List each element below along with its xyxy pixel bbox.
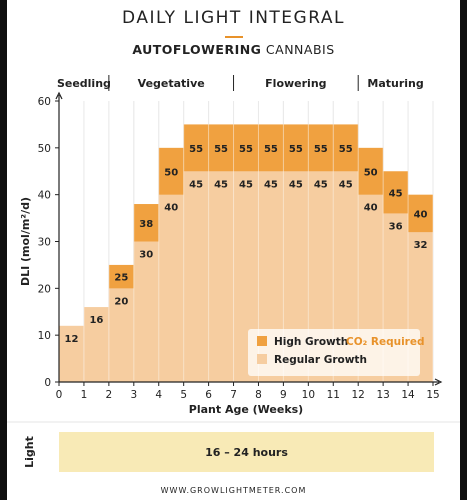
page-subtitle: AUTOFLOWERING CANNABIS (7, 42, 460, 57)
x-tick-label: 8 (255, 389, 262, 401)
data-label-regular: 45 (339, 179, 353, 190)
light-value: 16 – 24 hours (205, 446, 288, 459)
bar-regular-growth (83, 307, 109, 382)
subtitle-bold: AUTOFLOWERING (132, 42, 262, 57)
data-label-high: 25 (114, 273, 128, 284)
legend-swatch-high (257, 336, 267, 346)
x-tick-label: 7 (230, 389, 237, 401)
data-label-regular: 45 (214, 179, 228, 190)
data-label-regular: 45 (239, 179, 253, 190)
stage-label: Maturing (367, 77, 423, 90)
data-label-regular: 40 (364, 203, 378, 214)
y-axis-arrow (55, 91, 63, 100)
y-axis-title: DLI (mol/m²/d) (19, 197, 32, 286)
bar-regular-growth (133, 241, 159, 382)
bar-regular-growth (183, 171, 209, 382)
data-label-high: 55 (189, 144, 203, 155)
data-label-regular: 32 (414, 240, 428, 251)
x-tick-label: 10 (302, 389, 315, 401)
data-label-high: 55 (314, 144, 328, 155)
data-label-regular: 20 (114, 296, 128, 307)
x-tick-label: 1 (81, 389, 88, 401)
data-label-high: 55 (339, 144, 353, 155)
x-tick-label: 3 (130, 389, 137, 401)
infographic-card: DAILY LIGHT INTEGRAL AUTOFLOWERING CANNA… (7, 0, 460, 500)
y-tick-label: 60 (38, 96, 51, 108)
x-tick-label: 9 (280, 389, 287, 401)
y-tick-label: 0 (44, 377, 51, 389)
title-accent-rule (225, 36, 243, 38)
stage-label: Seedling (57, 77, 111, 90)
data-label-regular: 45 (189, 179, 203, 190)
legend-swatch-regular (257, 354, 267, 364)
subtitle-rest: CANNABIS (261, 42, 335, 57)
x-tick-label: 4 (155, 389, 162, 401)
data-label-high: 50 (164, 167, 178, 178)
data-label-high: 55 (264, 144, 278, 155)
data-label-regular: 45 (289, 179, 303, 190)
data-label-high: 40 (414, 209, 428, 220)
data-label-regular: 16 (89, 315, 103, 326)
y-tick-label: 40 (38, 190, 51, 202)
y-tick-label: 50 (38, 143, 51, 155)
bar-regular-growth (158, 194, 184, 382)
x-tick-label: 0 (56, 389, 63, 401)
x-axis-title: Plant Age (Weeks) (189, 403, 303, 416)
light-label: Light (23, 436, 36, 468)
data-label-high: 38 (139, 219, 153, 230)
legend-label-regular: Regular Growth (274, 354, 367, 366)
legend-label-co2: CO₂ Required (346, 336, 425, 348)
data-label-regular: 36 (389, 221, 403, 232)
x-tick-label: 14 (401, 389, 415, 401)
data-label-high: 55 (214, 144, 228, 155)
legend-label-high: High Growth (274, 336, 348, 348)
bar-regular-growth (59, 325, 84, 382)
x-tick-label: 6 (205, 389, 212, 401)
data-label-high: 55 (239, 144, 253, 155)
bar-regular-growth (108, 288, 134, 382)
x-tick-label: 15 (426, 389, 439, 401)
data-label-regular: 30 (139, 250, 153, 261)
data-label-regular: 45 (314, 179, 328, 190)
data-label-high: 50 (364, 167, 378, 178)
x-tick-label: 2 (106, 389, 113, 401)
light-band (59, 432, 434, 472)
stage-label: Flowering (265, 77, 326, 90)
x-axis-arrow (434, 378, 443, 386)
data-label-regular: 45 (264, 179, 278, 190)
page-title: DAILY LIGHT INTEGRAL (122, 8, 345, 28)
x-tick-label: 5 (180, 389, 187, 401)
data-label-regular: 40 (164, 203, 178, 214)
data-label-high: 45 (389, 188, 403, 199)
data-label-high: 55 (289, 144, 303, 155)
stage-label: Vegetative (138, 77, 205, 90)
legend-box (248, 329, 420, 376)
y-tick-label: 30 (38, 237, 51, 249)
y-tick-label: 20 (38, 283, 51, 295)
dli-chart: 1216252038305040554555455545554555455545… (7, 75, 460, 472)
footer-url: WWW.GROWLIGHTMETER.COM (160, 486, 307, 495)
bar-regular-growth (208, 171, 234, 382)
x-tick-label: 12 (352, 389, 365, 401)
data-label-regular: 12 (65, 334, 79, 345)
x-tick-label: 13 (376, 389, 389, 401)
x-tick-label: 11 (327, 389, 340, 401)
y-tick-label: 10 (38, 330, 51, 342)
